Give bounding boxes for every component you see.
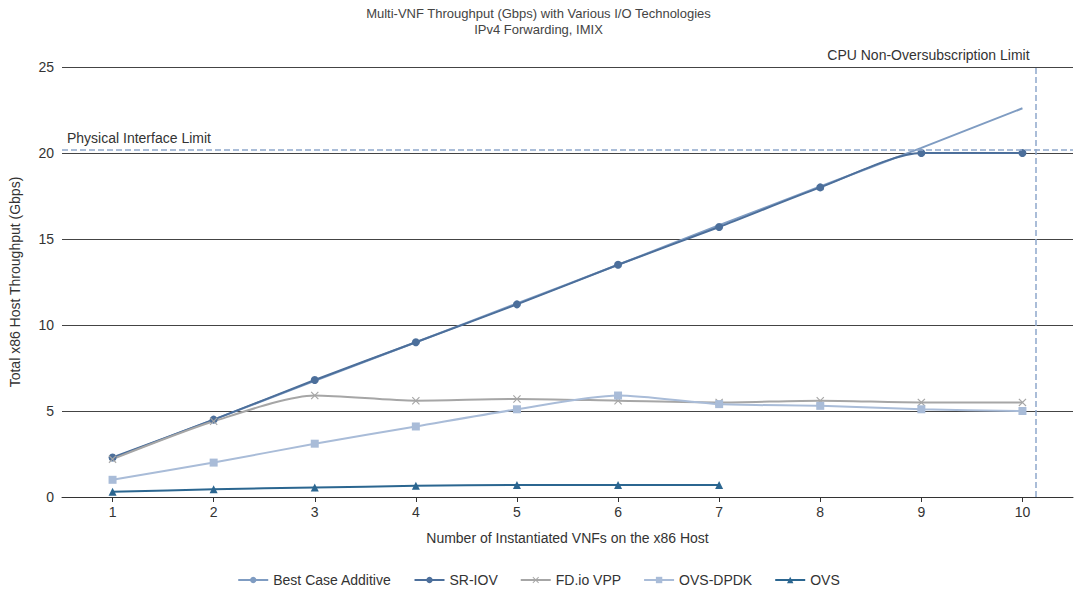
svg-text:9: 9 [917, 504, 925, 520]
svg-text:7: 7 [715, 504, 723, 520]
svg-text:OVS: OVS [810, 572, 840, 588]
svg-text:5: 5 [513, 504, 521, 520]
svg-text:Best Case Additive: Best Case Additive [273, 572, 391, 588]
svg-text:FD.io VPP: FD.io VPP [556, 572, 621, 588]
svg-text:Number of Instantiated VNFs on: Number of Instantiated VNFs on the x86 H… [426, 530, 709, 546]
svg-text:10: 10 [38, 317, 54, 333]
svg-text:15: 15 [38, 231, 54, 247]
svg-text:1: 1 [109, 504, 117, 520]
svg-text:4: 4 [412, 504, 420, 520]
svg-text:3: 3 [311, 504, 319, 520]
svg-text:CPU Non-Oversubscription Limit: CPU Non-Oversubscription Limit [827, 47, 1029, 63]
svg-text:25: 25 [38, 59, 54, 75]
svg-text:5: 5 [46, 403, 54, 419]
svg-text:20: 20 [38, 145, 54, 161]
svg-text:Physical Interface Limit: Physical Interface Limit [67, 130, 211, 146]
svg-text:6: 6 [614, 504, 622, 520]
svg-text:8: 8 [816, 504, 824, 520]
svg-text:Total x86 Host Throughput (Gbp: Total x86 Host Throughput (Gbps) [7, 177, 23, 388]
svg-text:10: 10 [1015, 504, 1031, 520]
svg-text:2: 2 [210, 504, 218, 520]
svg-text:OVS-DPDK: OVS-DPDK [679, 572, 753, 588]
svg-text:SR-IOV: SR-IOV [450, 572, 499, 588]
svg-text:IPv4 Forwarding, IMIX: IPv4 Forwarding, IMIX [474, 22, 603, 37]
svg-text:Multi-VNF Throughput (Gbps) wi: Multi-VNF Throughput (Gbps) with Various… [366, 6, 711, 21]
svg-text:0: 0 [46, 489, 54, 505]
